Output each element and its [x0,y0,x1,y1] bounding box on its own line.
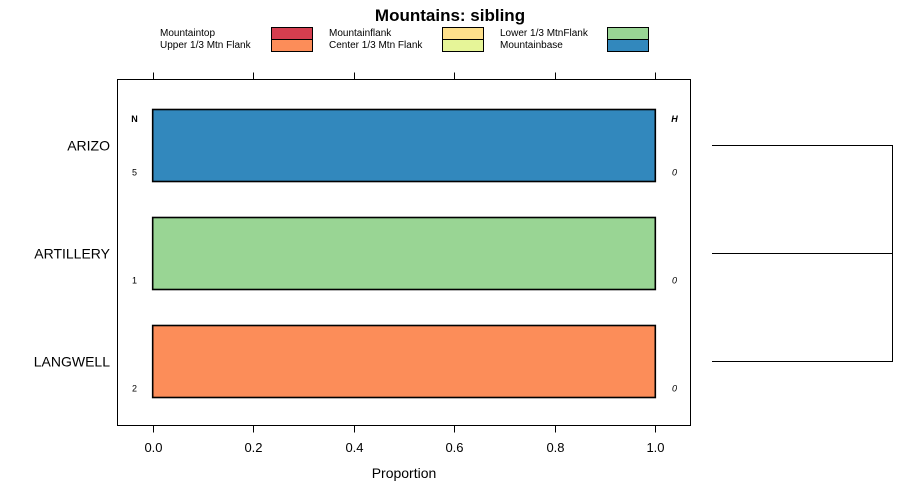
dendrogram [712,145,893,362]
bar-artillery-lower-1-3-mtnflank [151,216,657,291]
legend-label-mountainflank: Mountainflank [329,28,392,39]
legend-label-mountainbase: Mountainbase [500,40,563,51]
x-axis: 0.0 0.2 0.4 0.6 0.8 1.0 [144,72,665,455]
x-axis-label: Proportion [372,465,437,481]
legend-swatch-mountaintop [271,27,313,40]
h-value-artillery: 0 [672,276,677,286]
row-label-arizo: ARIZO [67,138,110,154]
chart-title: Mountains: sibling [375,6,525,25]
x-tick-label: 0.0 [144,440,162,455]
legend-swatch-mountainbase [607,39,649,52]
legend-label-lower-1-3-mtnflank: Lower 1/3 MtnFlank [500,28,589,39]
x-tick-label: 0.2 [244,440,262,455]
legend-label-center-1-3-mtn-flank: Center 1/3 Mtn Flank [329,40,423,51]
h-column-header: H [671,114,678,124]
legend-swatch-center-1-3-mtn-flank [442,39,484,52]
legend-swatch-lower-1-3-mtnflank [607,27,649,40]
bar-langwell-upper-1-3-mtn-flank [151,324,657,399]
legend-label-mountaintop: Mountaintop [160,28,215,39]
legend-label-upper-1-3-mtn-flank: Upper 1/3 Mtn Flank [160,40,252,51]
row-label-langwell: LANGWELL [34,354,110,370]
n-column-header: N [131,114,138,124]
row-labels: ARIZO ARTILLERY LANGWELL [34,138,111,370]
h-value-arizo: 0 [672,168,677,178]
n-value-artillery: 1 [132,276,137,286]
x-tick-label: 0.8 [546,440,564,455]
dendrogram-branch-upper [712,145,893,254]
count-columns: N H 5 0 1 0 2 0 [131,114,678,394]
dendrogram-branch-lower [712,253,893,362]
plot-panel [117,79,691,426]
bars [151,108,657,399]
legend-swatch-mountainflank [442,27,484,40]
legend-swatch-upper-1-3-mtn-flank [271,39,313,52]
x-tick-label: 0.6 [445,440,463,455]
n-value-langwell: 2 [132,384,137,394]
n-value-arizo: 5 [132,168,137,178]
h-value-langwell: 0 [672,384,677,394]
row-label-artillery: ARTILLERY [34,246,110,262]
x-tick-label: 0.4 [345,440,363,455]
x-tick-label: 1.0 [646,440,664,455]
bar-arizo-mountainbase [151,108,657,183]
